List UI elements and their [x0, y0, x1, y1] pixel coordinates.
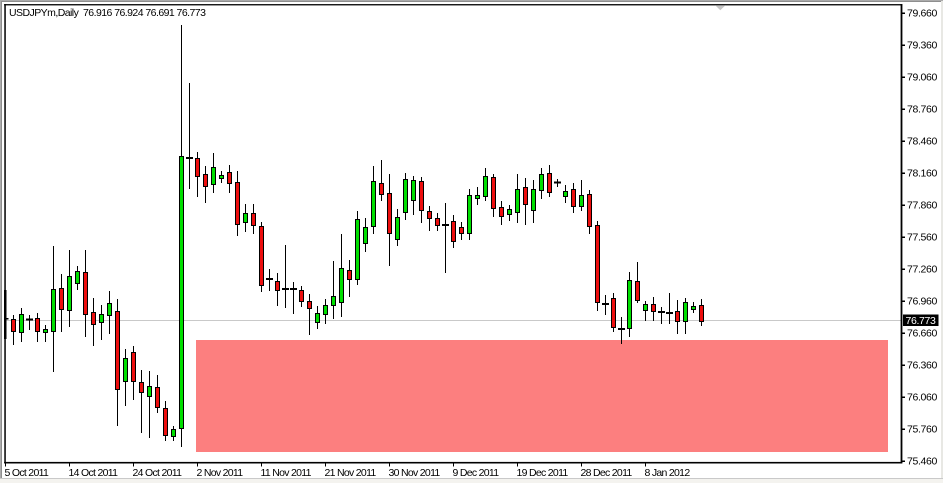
- svg-text:11 Nov 2011: 11 Nov 2011: [261, 467, 312, 479]
- svg-text:8 Jan 2012: 8 Jan 2012: [645, 467, 691, 479]
- svg-text:79.360: 79.360: [907, 40, 938, 52]
- svg-text:19 Dec 2011: 19 Dec 2011: [517, 467, 569, 479]
- svg-text:77.260: 77.260: [907, 264, 938, 276]
- svg-text:76.660: 76.660: [907, 328, 938, 340]
- svg-text:79.660: 79.660: [907, 8, 938, 20]
- svg-text:30 Nov 2011: 30 Nov 2011: [389, 467, 441, 479]
- svg-text:75.760: 75.760: [907, 424, 938, 436]
- svg-text:76.360: 76.360: [907, 360, 938, 372]
- svg-text:75.460: 75.460: [907, 456, 938, 468]
- svg-text:9 Dec 2011: 9 Dec 2011: [453, 467, 500, 479]
- svg-text:21 Nov 2011: 21 Nov 2011: [325, 467, 377, 479]
- svg-text:76.960: 76.960: [907, 296, 938, 308]
- svg-text:2 Nov 2011: 2 Nov 2011: [197, 467, 244, 479]
- svg-text:14 Oct 2011: 14 Oct 2011: [69, 467, 119, 479]
- svg-text:78.160: 78.160: [907, 168, 938, 180]
- svg-text:76.773: 76.773: [906, 315, 937, 327]
- svg-text:24 Oct 2011: 24 Oct 2011: [133, 467, 183, 479]
- svg-text:78.460: 78.460: [907, 136, 938, 148]
- svg-text:76.060: 76.060: [907, 392, 938, 404]
- svg-text:79.060: 79.060: [907, 72, 938, 84]
- svg-text:77.560: 77.560: [907, 232, 938, 244]
- svg-text:77.860: 77.860: [907, 200, 938, 212]
- svg-text:78.760: 78.760: [907, 104, 938, 116]
- svg-text:USDJPYm,Daily 76.916 76.924 7: USDJPYm,Daily 76.916 76.924 76.691 76.77…: [9, 7, 206, 19]
- svg-text:5 Oct 2011: 5 Oct 2011: [5, 467, 49, 479]
- svg-text:28 Dec 2011: 28 Dec 2011: [581, 467, 633, 479]
